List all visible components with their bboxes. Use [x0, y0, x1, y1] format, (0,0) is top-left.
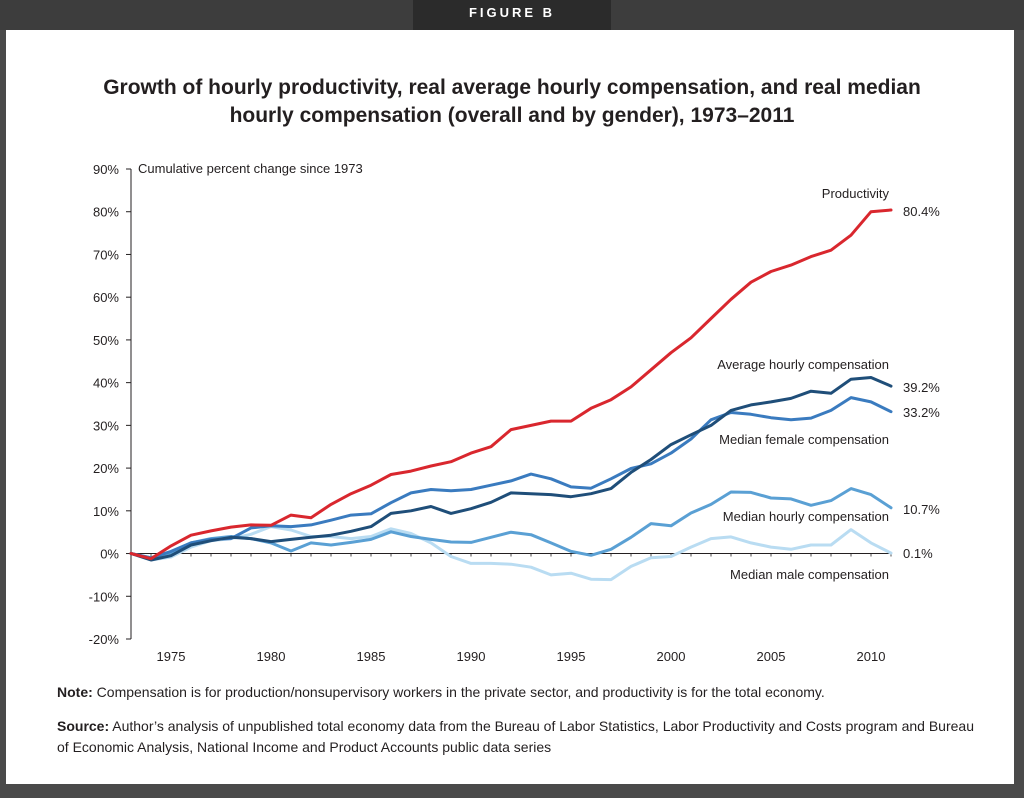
series-line-2: [129, 396, 893, 560]
chart-note: Note: Compensation is for production/non…: [57, 682, 977, 702]
y-tick-label: 30%: [93, 418, 119, 433]
frame-left-border: [0, 30, 6, 784]
y-tick-label: -10%: [89, 589, 120, 604]
x-tick-label: 2005: [757, 649, 786, 664]
y-tick-label: 80%: [93, 205, 119, 220]
x-tick-label: 1995: [557, 649, 586, 664]
x-tick-label: 1980: [257, 649, 286, 664]
series-line-1: [129, 376, 893, 562]
figure-label-tab: [413, 0, 611, 30]
y-tick-label: 50%: [93, 333, 119, 348]
y-tick-label: 20%: [93, 461, 119, 476]
y-tick-label: 0%: [100, 547, 119, 562]
series-name-label: Median hourly compensation: [723, 509, 889, 524]
series-end-label: 10.7%: [903, 502, 940, 517]
series-end-label: 0.1%: [903, 546, 933, 561]
x-tick-label: 1975: [157, 649, 186, 664]
chart-title: Growth of hourly productivity, real aver…: [60, 74, 964, 130]
note-text: Compensation is for production/nonsuperv…: [92, 684, 825, 700]
x-tick-label: 1990: [457, 649, 486, 664]
series-name-label: Average hourly compensation: [717, 357, 889, 372]
series-line-4: [129, 525, 893, 582]
x-tick-label: 1985: [357, 649, 386, 664]
line-chart: -20% -10% 0% 10% 20% 30% 40% 50% 60% 70% 80% 90% 19…: [89, 161, 941, 664]
series-name-label: Median female compensation: [719, 432, 889, 447]
series-name-label: Median male compensation: [730, 567, 889, 582]
series-end-label: 80.4%: [903, 204, 940, 219]
y-tick-label: 70%: [93, 247, 119, 262]
y-axis-label: Cumulative percent change since 1973: [138, 161, 363, 176]
series-name-label: Productivity: [822, 186, 890, 201]
series-line-0: [129, 208, 893, 561]
x-tick-label: 2010: [857, 649, 886, 664]
note-label: Note:: [57, 684, 93, 700]
series-lines: [129, 208, 893, 582]
chart-title-line-1: Growth of hourly productivity, real aver…: [103, 76, 921, 99]
series-labels: Productivity 80.4% Average hourly compensa…: [717, 186, 940, 582]
x-axis: 1975 1980 1985 1990 1995 2000 2005 2010: [131, 553, 892, 664]
x-tick-label: 2000: [657, 649, 686, 664]
frame-bottom-border: [0, 784, 1024, 798]
y-axis: -20% -10% 0% 10% 20% 30% 40% 50% 60% 70% 80% 90%: [89, 162, 132, 647]
source-text: Author’s analysis of unpublished total e…: [57, 718, 974, 755]
y-tick-label: 10%: [93, 504, 119, 519]
figure-label: FIGURE B: [468, 5, 556, 20]
chart-source: Source: Author’s analysis of unpublished…: [57, 716, 977, 758]
series-end-label: 39.2%: [903, 380, 940, 395]
y-tick-label: 60%: [93, 290, 119, 305]
y-tick-label: 90%: [93, 162, 119, 177]
y-tick-label: 40%: [93, 376, 119, 391]
chart-title-line-2: hourly compensation (overall and by gend…: [229, 104, 795, 127]
frame-right-border: [1014, 30, 1024, 784]
y-tick-label: -20%: [89, 632, 120, 647]
source-label: Source:: [57, 718, 110, 734]
series-end-label: 33.2%: [903, 405, 940, 420]
